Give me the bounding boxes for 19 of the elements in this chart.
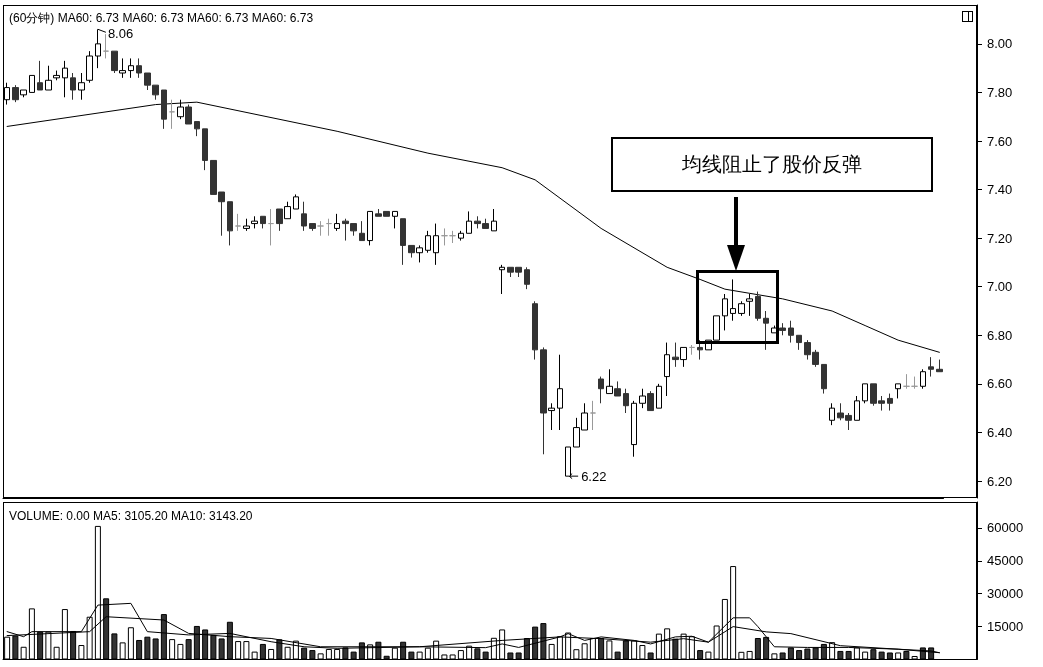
text-box: 均线阻止了股价反弹 bbox=[611, 137, 933, 192]
y-tick-label: 30000 bbox=[987, 586, 1024, 602]
y-tick-label: 6.40 bbox=[987, 424, 1013, 440]
annotation: 8.06 bbox=[107, 25, 134, 41]
y-tick-label: 15000 bbox=[987, 619, 1024, 635]
annotation: 6.22 bbox=[581, 468, 607, 484]
text: VOLUME: 0.00 MA5: 3105.20 MA10: 3143.20 bbox=[9, 509, 253, 523]
y-tick-label: 6.80 bbox=[987, 327, 1013, 343]
text: (60分钟) MA60: 6.73 MA60: 6.73 MA60: 6.73 MA60: 6.73 bbox=[9, 11, 314, 25]
y-tick-label: 60000 bbox=[987, 520, 1024, 536]
y-tick-label: 7.00 bbox=[987, 279, 1013, 295]
y-tick-label: 6.60 bbox=[987, 376, 1013, 392]
y-tick-label: 7.60 bbox=[987, 133, 1013, 149]
y-tick-label: 8.00 bbox=[987, 36, 1013, 52]
y-tick-label: 7.20 bbox=[987, 230, 1013, 246]
y-tick-label: 7.80 bbox=[987, 84, 1013, 100]
y-tick-label: 7.40 bbox=[987, 182, 1013, 198]
y-tick-label: 45000 bbox=[987, 553, 1024, 569]
y-tick-label: 6.20 bbox=[987, 473, 1013, 489]
